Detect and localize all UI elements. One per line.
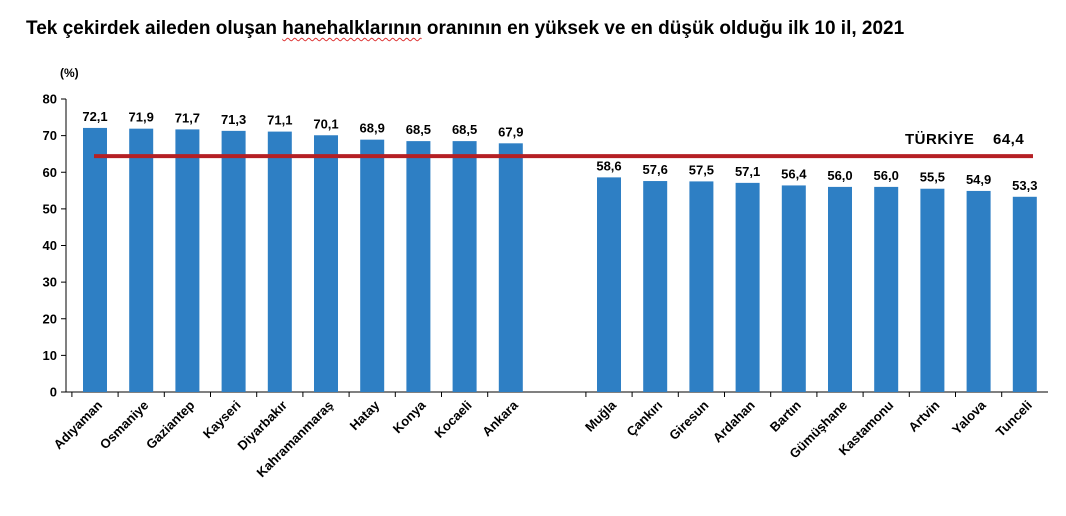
bar-value-label: 71,9 [129,110,154,125]
y-tick-label: 60 [43,165,57,180]
bar-value-label: 54,9 [966,172,991,187]
title-part-1: Tek çekirdek aileden oluşan [26,18,283,39]
category-label: Çankırı [624,398,666,440]
bar [360,139,385,392]
title-part-2: hanehalklarının [282,18,422,39]
bar [874,186,899,392]
bar-value-label: 53,3 [1012,178,1037,193]
reference-line-group: TÜRKİYE 64,4 [94,131,1033,159]
bar [781,185,806,392]
y-axis-unit-label: (%) [60,66,79,80]
reference-line-label: TÜRKİYE [905,131,974,148]
bar-value-label: 68,5 [452,122,477,137]
bar [1012,196,1037,392]
category-label: Adıyaman [51,397,106,452]
bar [83,127,107,392]
bar-value-label: 72,1 [82,109,107,124]
bar [966,190,991,392]
reference-line-value: 64,4 [993,131,1024,148]
bar-value-label: 71,7 [175,110,200,125]
y-tick-label: 30 [43,275,57,290]
category-label: Ankara [479,397,521,439]
category-label: Konya [390,397,429,436]
category-label: Kayseri [200,398,244,442]
bar-value-label: 68,9 [360,121,385,136]
category-label: Yalova [949,397,989,437]
bar [920,188,945,392]
category-label: Tunceli [993,398,1035,440]
bars-group: 72,1 71,9 71,7 71,3 71,1 70,1 68,9 68,5 68,5 67,9… [82,109,1037,393]
bar-value-label: 57,1 [735,164,760,179]
y-tick-label: 70 [43,128,57,143]
bar [129,128,154,392]
category-label: Muğla [582,397,620,435]
y-tick-label: 40 [43,238,57,253]
y-tick-label: 50 [43,201,57,216]
bar-value-label: 57,6 [643,162,668,177]
bar-value-label: 56,0 [827,168,852,183]
category-label: Gaziantep [143,397,198,452]
bar [643,181,668,392]
category-label: Bartın [767,397,804,434]
bar [175,129,200,392]
bar-value-label: 68,5 [406,122,431,137]
bar [828,186,852,392]
bar-value-label: 70,1 [313,116,338,131]
category-label: Osmaniye [97,398,152,453]
y-tick-label: 0 [50,385,57,400]
bar-value-label: 57,5 [689,162,714,177]
chart-title: Tek çekirdek aileden oluşan hanehalkları… [26,18,904,40]
bar-value-label: 55,5 [920,170,945,185]
y-tick-label: 20 [43,311,57,326]
bar-value-label: 56,4 [781,166,807,181]
category-label: Kocaeli [431,398,474,441]
bar [735,182,760,392]
bar [406,141,431,392]
bar-value-label: 71,1 [267,113,292,128]
bar-value-label: 56,0 [874,168,899,183]
bar [597,177,621,392]
y-tick-label: 80 [43,92,57,107]
category-label: Ardahan [710,397,758,445]
bar [689,181,714,392]
category-label: Artvin [905,397,942,434]
bar-value-label: 58,6 [596,158,621,173]
bar [314,135,338,393]
y-tick-label: 10 [43,348,57,363]
bar [498,143,523,392]
bar-value-label: 67,9 [498,124,523,139]
bar [267,131,292,392]
bar-value-label: 71,3 [221,112,246,127]
bar [452,141,477,392]
title-part-3: oranının en yüksek ve en düşük olduğu il… [421,18,905,39]
category-label: Hatay [347,397,383,433]
bar [221,130,246,392]
category-label: Giresun [666,397,711,442]
